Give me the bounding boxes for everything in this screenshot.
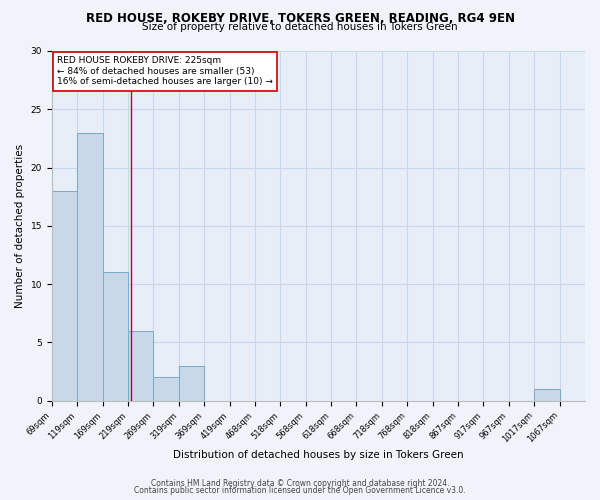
Text: RED HOUSE ROKEBY DRIVE: 225sqm
← 84% of detached houses are smaller (53)
16% of : RED HOUSE ROKEBY DRIVE: 225sqm ← 84% of … [57,56,273,86]
Bar [154,378,179,400]
Text: RED HOUSE, ROKEBY DRIVE, TOKERS GREEN, READING, RG4 9EN: RED HOUSE, ROKEBY DRIVE, TOKERS GREEN, R… [86,12,515,26]
X-axis label: Distribution of detached houses by size in Tokers Green: Distribution of detached houses by size … [173,450,464,460]
Bar [179,366,204,400]
Text: Contains public sector information licensed under the Open Government Licence v3: Contains public sector information licen… [134,486,466,495]
Bar [103,272,128,400]
Text: Contains HM Land Registry data © Crown copyright and database right 2024.: Contains HM Land Registry data © Crown c… [151,478,449,488]
Bar [534,389,560,400]
Bar [128,331,154,400]
Bar [77,132,103,400]
Bar [52,191,77,400]
Text: Size of property relative to detached houses in Tokers Green: Size of property relative to detached ho… [142,22,458,32]
Y-axis label: Number of detached properties: Number of detached properties [15,144,25,308]
